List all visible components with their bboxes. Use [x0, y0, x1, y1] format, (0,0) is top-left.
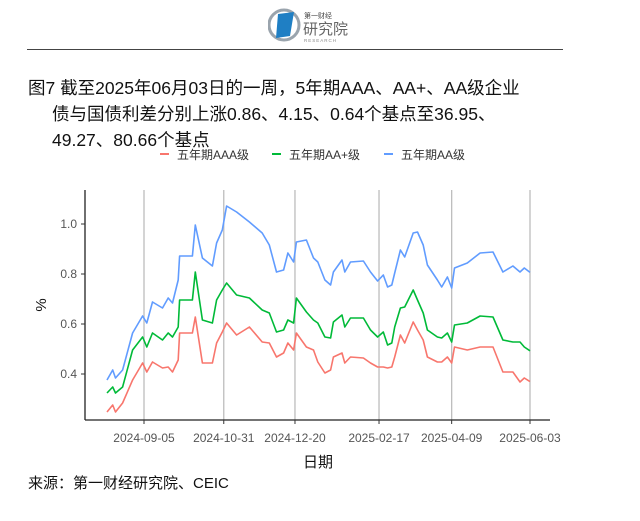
- series-line-2: [106, 205, 531, 381]
- x-tick-label: 2024-10-31: [193, 431, 255, 445]
- x-axis-label: 日期: [303, 454, 333, 471]
- axes: 0.4 0.6 0.8 1.0 2024-09-05 2024-10-31 2024-12-…: [60, 190, 561, 445]
- x-tick-label: 2024-09-05: [113, 431, 175, 445]
- y-tick-label: 0.8: [60, 267, 77, 281]
- legend-label: 五年期AA+级: [289, 148, 360, 162]
- figure-title-line-2: 债与国债利差分别上涨0.86、4.15、0.64个基点至36.95、: [52, 104, 496, 124]
- svg-text:研究院: 研究院: [303, 20, 348, 38]
- source-note: 来源：第一财经研究院、CEIC: [28, 475, 229, 492]
- header-divider: [27, 49, 563, 50]
- grid-lines: [143, 190, 531, 420]
- y-tick-label: 0.6: [60, 317, 77, 331]
- y-tick-label: 0.4: [60, 367, 77, 381]
- series-lines: [106, 205, 531, 413]
- series-line-0: [106, 316, 531, 413]
- figure-title-line-1: 图7 截至2025年06月03日的一周，5年期AAA、AA+、AA级企业: [28, 78, 520, 98]
- svg-text:第一财经: 第一财经: [304, 11, 332, 20]
- svg-text:RESEARCH: RESEARCH: [304, 38, 337, 43]
- x-tick-label: 2025-02-17: [348, 431, 410, 445]
- logo: 第一财经 研究院 RESEARCH: [267, 6, 378, 44]
- y-axis-label: %: [33, 298, 50, 311]
- legend-label: 五年期AA级: [401, 148, 465, 162]
- x-tick-label: 2024-12-20: [264, 431, 326, 445]
- series-line-1: [106, 271, 531, 394]
- y-tick-label: 1.0: [60, 217, 77, 231]
- logo-mark: 第一财经 研究院 RESEARCH: [267, 8, 348, 43]
- x-tick-label: 2025-06-03: [499, 431, 561, 445]
- x-tick-label: 2025-04-09: [421, 431, 483, 445]
- figure-title-line-3: 49.27、80.66个基点: [52, 130, 210, 150]
